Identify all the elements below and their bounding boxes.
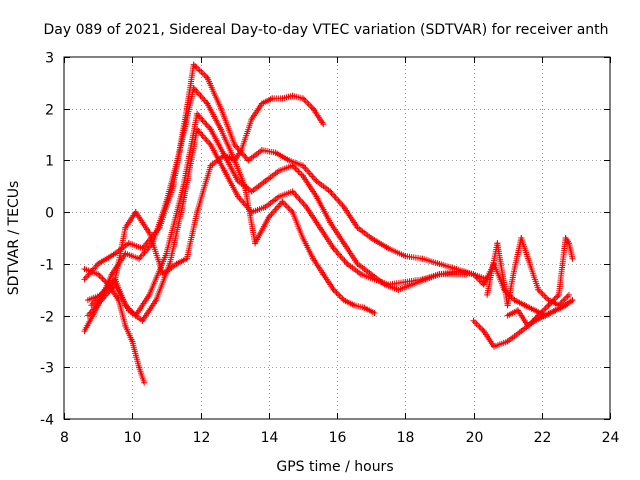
data-point-segment (194, 162, 214, 216)
data-point-segment (218, 105, 238, 148)
data-point-segment (252, 214, 272, 247)
data-point-segment (299, 162, 320, 185)
data-point-segment (183, 61, 197, 112)
data-point-segment (361, 304, 378, 316)
x-tick-label: 24 (602, 430, 620, 446)
data-point-segment (299, 172, 320, 200)
data-point-segment (163, 147, 183, 205)
gridlines (64, 57, 610, 419)
data-point-segment (241, 183, 259, 247)
series-track-d (84, 126, 477, 324)
data-point-segment (139, 297, 160, 324)
data-point-segment (310, 105, 327, 128)
y-tick-label: 2 (45, 103, 54, 119)
data-point-segment (95, 250, 119, 267)
chart-title: Day 089 of 2021, Sidereal Day-to-day VTE… (43, 22, 608, 38)
data-point-segment (177, 85, 197, 154)
y-tick-label: -3 (40, 361, 54, 377)
y-tick-label: 1 (45, 154, 54, 170)
x-tick-label: 12 (193, 430, 211, 446)
data-point-segment (310, 255, 327, 278)
x-tick-label: 18 (397, 430, 415, 446)
x-tick-label: 10 (124, 430, 142, 446)
data-point-segment (231, 157, 248, 190)
data-point-segment (303, 204, 323, 231)
data-point-segment (555, 235, 569, 298)
data-point-segment (88, 286, 108, 309)
data-point-segment (221, 167, 241, 200)
data-point-segment (368, 235, 392, 252)
data-point-segment (320, 271, 337, 293)
data-point-segment (238, 116, 255, 154)
data-point-segment (180, 126, 201, 205)
data-point-segment (330, 245, 351, 267)
data-point-segment (112, 281, 132, 314)
data-point-segment (327, 219, 347, 247)
series-track-i (484, 235, 572, 309)
data-point-segment (525, 255, 542, 293)
data-point-segment (419, 271, 443, 283)
y-tick-label: 0 (45, 206, 54, 222)
data-point-segment (132, 209, 153, 236)
data-point-segment (166, 198, 187, 267)
data-point-segment (555, 291, 572, 309)
data-point-segment (204, 74, 224, 112)
data-point-segment (183, 209, 201, 262)
data-point-segment (190, 61, 211, 81)
data-point-segment (419, 255, 443, 267)
data-point-segment (136, 364, 148, 386)
data-point-segment (313, 193, 334, 226)
data-point-segment (156, 183, 177, 231)
data-point-segment (146, 229, 166, 278)
data-point-segment (204, 100, 224, 133)
data-point-segment (207, 141, 228, 174)
y-tick-label: -1 (40, 258, 54, 274)
x-tick-label: 14 (261, 430, 279, 446)
data-point-segment (327, 188, 347, 210)
data-point-segment (566, 240, 576, 262)
data-point-segment (248, 100, 265, 123)
data-point-segment (105, 281, 122, 304)
data-point-segment (194, 110, 214, 133)
data-point-segment (480, 328, 497, 350)
y-tick-label: -2 (40, 310, 54, 326)
data-point-segment (190, 85, 211, 107)
data-point-segment (112, 224, 129, 283)
data-markers (81, 61, 576, 386)
data-point-segment (84, 297, 105, 319)
data-point-segment (289, 188, 310, 210)
data-point-segment (289, 209, 306, 241)
series-track-e (88, 152, 378, 316)
data-point-segment (562, 297, 576, 309)
data-point-segment (385, 245, 409, 260)
series-track-a (81, 61, 491, 283)
series-track-f (81, 266, 148, 386)
data-point-segment (207, 126, 228, 159)
y-axis-label: SDTVAR / TECUs (6, 181, 22, 296)
x-tick-label: 8 (60, 430, 69, 446)
y-tick-label: 3 (45, 51, 54, 67)
x-tick-label: 16 (329, 430, 347, 446)
data-point-segment (316, 224, 337, 252)
series-track-j (504, 235, 576, 329)
x-tick-label: 22 (534, 430, 552, 446)
data-point-segment (299, 235, 317, 262)
x-tick-label: 20 (466, 430, 484, 446)
data-point-segment (163, 183, 187, 257)
data-point-segment (518, 235, 532, 262)
data-point-segment (340, 204, 361, 231)
data-point-segment (180, 110, 201, 190)
data-point-segment (194, 126, 214, 148)
y-tick-label: -4 (40, 413, 54, 429)
data-point-segment (340, 240, 361, 267)
x-axis-label: GPS time / hours (276, 459, 393, 475)
data-point-segment (129, 338, 143, 371)
